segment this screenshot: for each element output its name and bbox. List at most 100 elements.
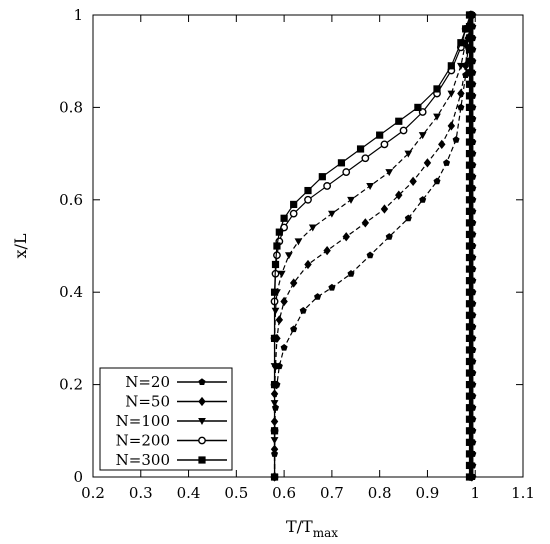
wall-point	[465, 230, 474, 239]
data-point	[342, 232, 350, 242]
data-point	[271, 260, 280, 269]
x-tick-label: 0.8	[368, 484, 392, 502]
wall-point	[465, 46, 474, 54]
data-point	[347, 196, 355, 204]
wall-point	[465, 334, 474, 343]
wall-point	[465, 300, 474, 308]
x-tick-labels: 0.2 0.3 0.4 0.5 0.6 0.7 0.8 0.9 1 1.1	[81, 484, 535, 502]
legend-box	[99, 367, 233, 471]
wall-point	[465, 69, 474, 77]
data-point	[299, 306, 307, 314]
data-point	[438, 139, 446, 150]
wall-point	[465, 138, 474, 146]
wall-point	[465, 404, 474, 412]
y-tick-label: 0.8	[59, 98, 83, 116]
data-point	[270, 334, 279, 343]
wall-point	[465, 242, 474, 250]
data-point	[270, 473, 279, 481]
legend-marker	[198, 378, 206, 385]
data-point	[457, 88, 465, 99]
y-tick-label: 0.6	[59, 191, 83, 209]
data-point	[289, 209, 298, 218]
wall-point	[465, 184, 474, 192]
data-point	[457, 62, 465, 70]
legend-marker	[198, 456, 206, 464]
series-line	[273, 14, 472, 477]
legend-marker	[198, 436, 206, 445]
data-point	[380, 140, 389, 149]
data-point	[275, 315, 284, 325]
data-point	[447, 62, 455, 70]
data-point	[314, 293, 322, 300]
wall-point	[465, 473, 474, 481]
wall-point	[465, 357, 474, 366]
series-line	[273, 14, 472, 477]
data-point	[280, 343, 288, 351]
data-point	[270, 288, 279, 296]
wall-point	[465, 57, 474, 65]
legend-label: N=300	[116, 451, 170, 469]
data-point	[318, 173, 326, 181]
legend-item: N=100	[116, 412, 227, 430]
data-point	[366, 182, 374, 190]
legend-label: N=200	[116, 432, 170, 450]
wall-point	[465, 115, 474, 123]
data-point	[452, 136, 460, 143]
data-point	[308, 224, 317, 232]
data-point	[385, 169, 394, 177]
data-point	[380, 204, 389, 214]
data-point	[275, 228, 283, 236]
data-point	[409, 176, 417, 186]
legend-marker	[198, 396, 206, 407]
wall-point	[465, 149, 474, 158]
wall-point	[465, 22, 474, 31]
data-point	[414, 103, 422, 111]
x-axis-title-sub: max	[313, 526, 339, 540]
x-tick-label: 1.1	[511, 484, 535, 502]
wall-point	[465, 173, 474, 181]
data-point	[433, 85, 441, 93]
y-tick-label: 0.2	[59, 376, 83, 394]
data-point	[395, 117, 403, 125]
legend-marker	[198, 418, 206, 426]
data-point	[443, 159, 451, 166]
wall-point	[465, 161, 474, 169]
legend-item: N=300	[116, 451, 227, 469]
data-point	[270, 427, 279, 435]
wall-point	[465, 323, 474, 331]
wall-point	[465, 92, 474, 100]
plot-frame	[92, 14, 524, 478]
data-point	[457, 103, 465, 111]
data-point	[404, 214, 412, 222]
data-point	[404, 150, 413, 158]
data-point	[273, 242, 281, 250]
wall-point	[465, 311, 474, 319]
data-point	[361, 154, 370, 163]
data-point	[399, 126, 408, 135]
data-point	[280, 296, 288, 307]
data-point	[342, 168, 351, 176]
data-point	[290, 200, 298, 209]
series-line	[273, 14, 472, 477]
data-point	[280, 214, 288, 222]
data-point	[285, 252, 293, 260]
wall-point	[465, 277, 474, 285]
legend-label: N=20	[125, 373, 170, 391]
data-point	[277, 270, 286, 278]
wall-point	[465, 369, 474, 377]
series-N=200	[270, 11, 475, 481]
data-point	[447, 90, 456, 98]
data-point	[337, 159, 346, 167]
data-point	[419, 196, 427, 203]
wall-point	[465, 450, 474, 458]
x-axis-title: T/Tmax	[286, 517, 338, 540]
data-point	[457, 39, 465, 47]
wall-point	[465, 265, 474, 273]
y-tick-label: 0	[73, 468, 83, 486]
data-point	[418, 132, 427, 140]
wall-point	[465, 103, 474, 111]
data-point	[385, 233, 393, 240]
